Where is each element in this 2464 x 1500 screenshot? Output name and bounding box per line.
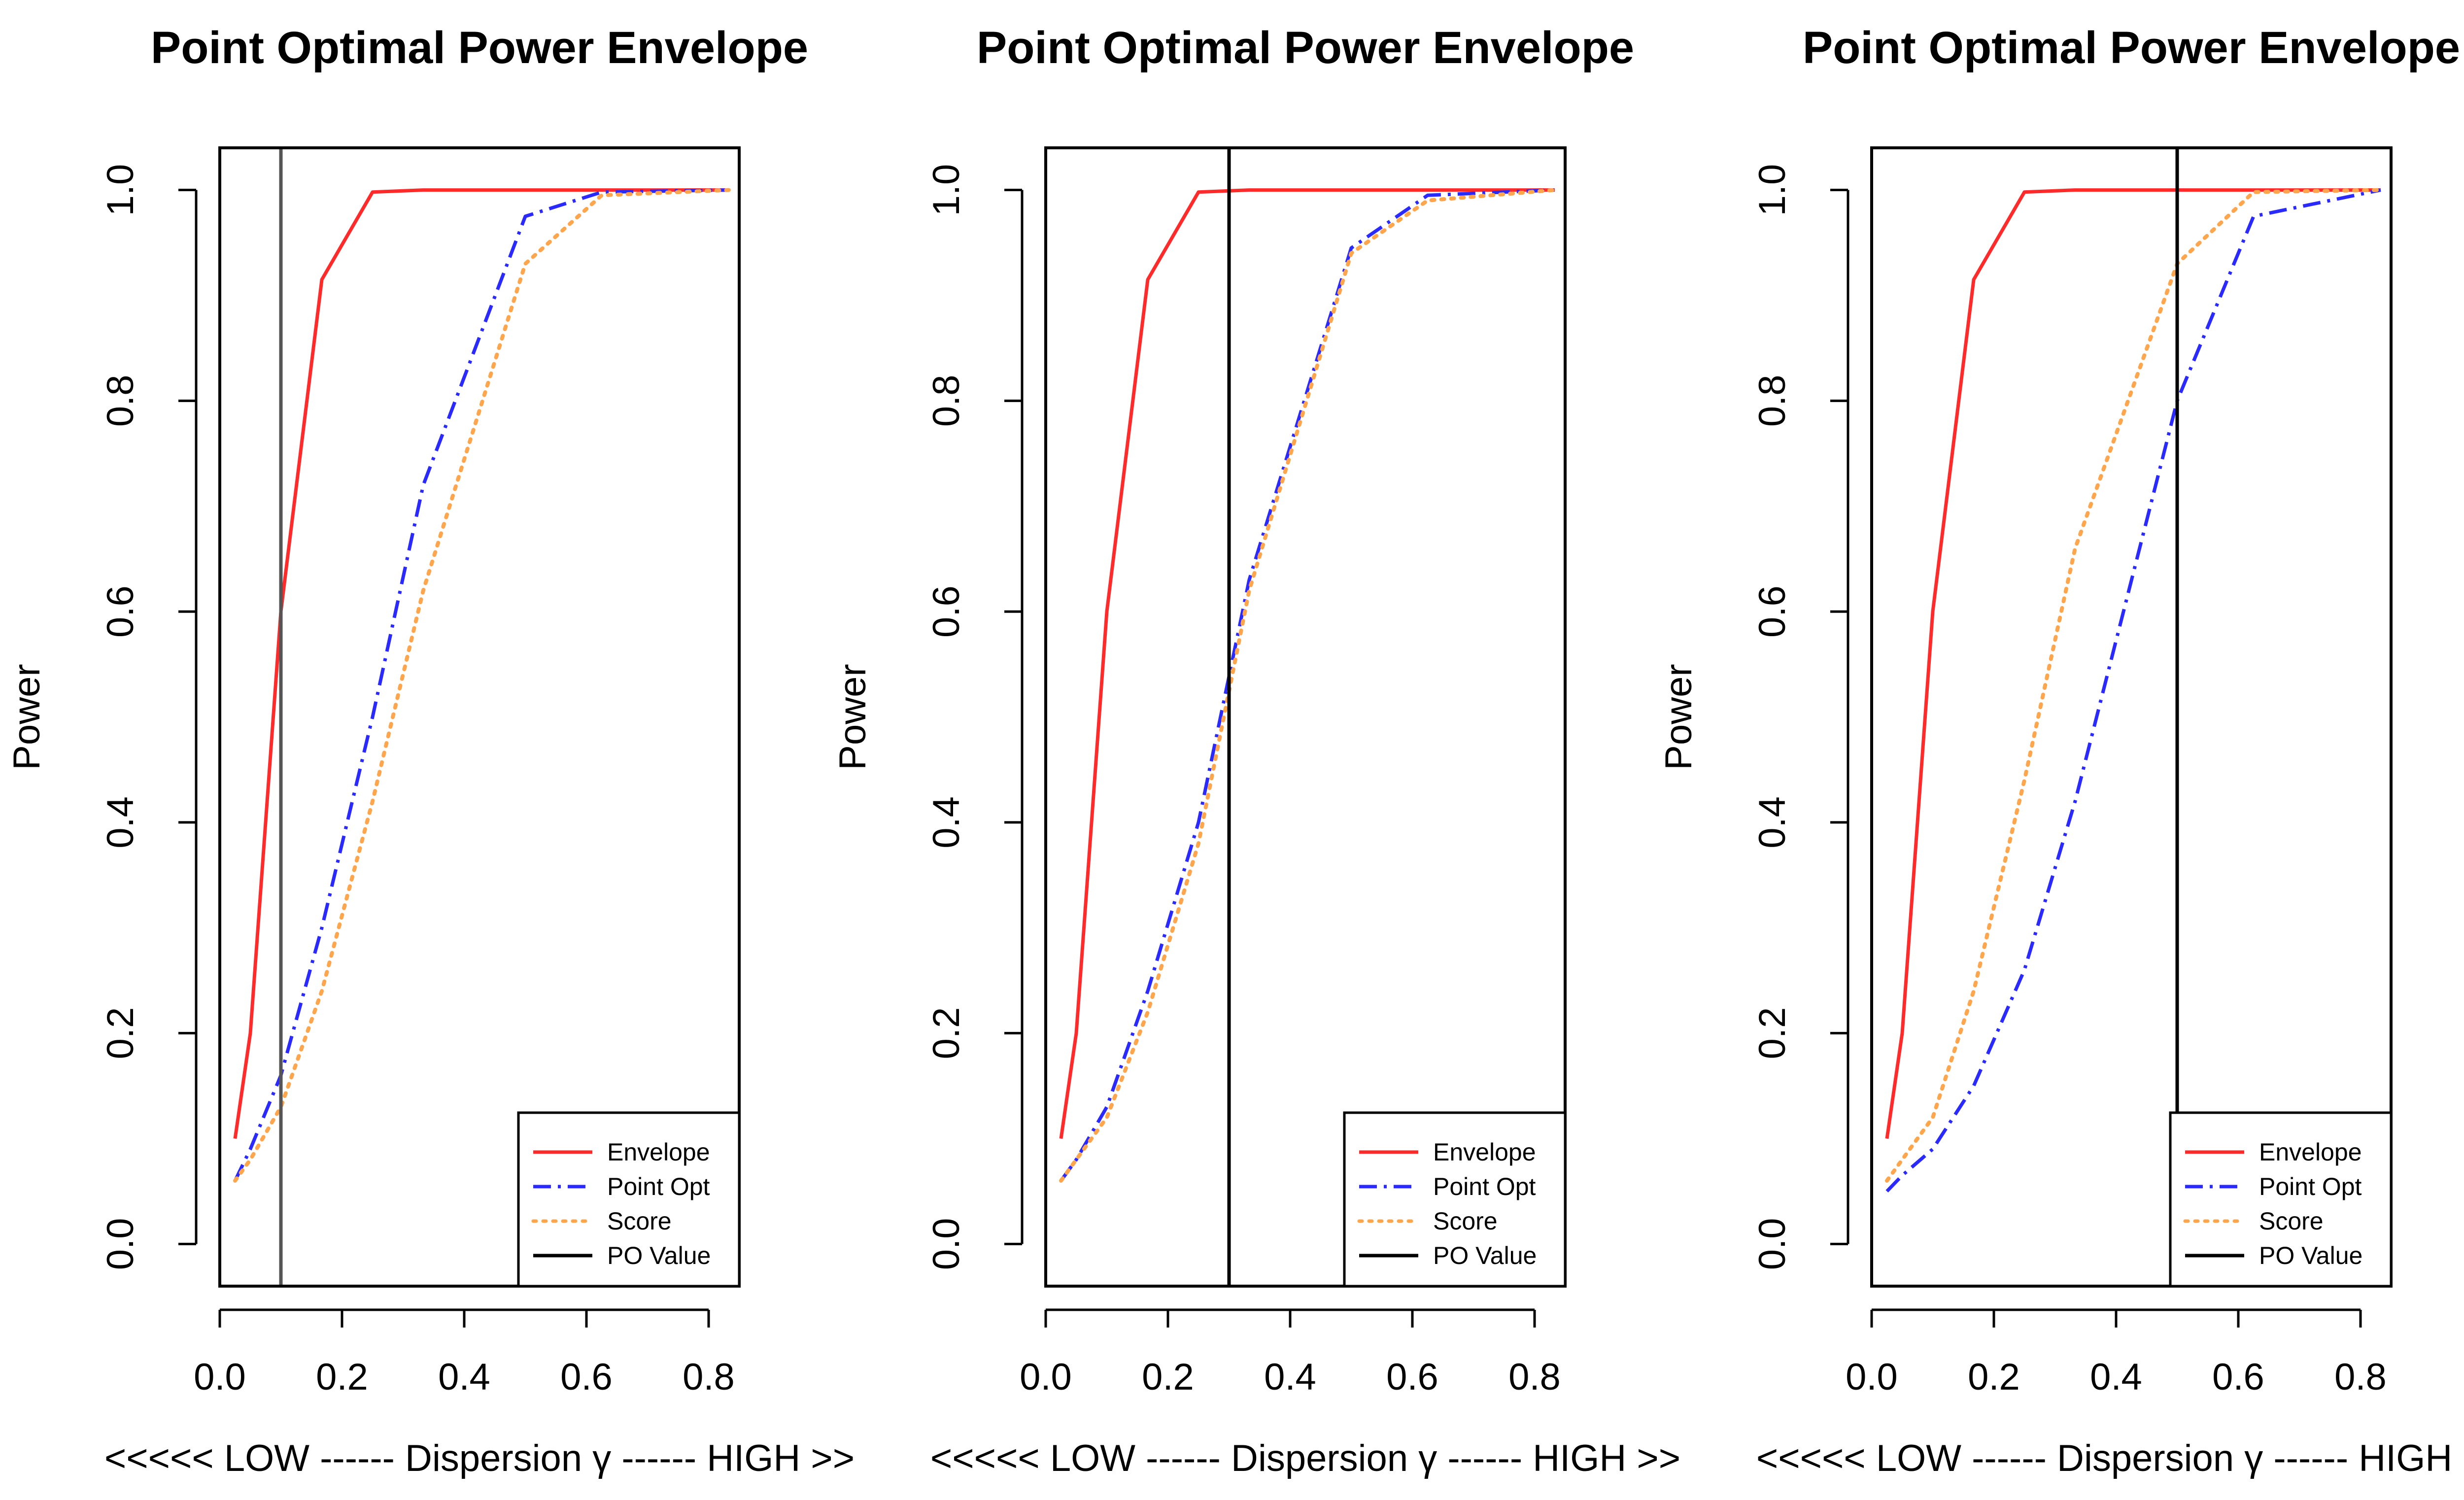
legend-label: PO Value — [607, 1242, 711, 1269]
x-tick-label: 0.8 — [1508, 1356, 1561, 1398]
x-axis-title: <<<<< LOW ------ Dispersion γ ------ HIG… — [1756, 1437, 2464, 1479]
y-tick-label: 0.2 — [1751, 1007, 1793, 1059]
y-tick-label: 0.6 — [1751, 585, 1793, 638]
x-tick-label: 0.6 — [2212, 1356, 2264, 1398]
x-tick-label: 0.0 — [1846, 1356, 1898, 1398]
series-line-envelope — [1885, 188, 2381, 1139]
x-tick-label: 0.4 — [1264, 1356, 1316, 1398]
legend-label: Point Opt — [2259, 1173, 2362, 1200]
y-tick-label: 1.0 — [1751, 164, 1793, 216]
plot-frame — [1870, 146, 2393, 1288]
y-tick-label: 0.2 — [100, 1007, 141, 1059]
y-tick-label: 1.0 — [925, 164, 967, 216]
chart-title: Point Optimal Power Envelope — [1803, 23, 2460, 73]
series-group — [233, 188, 731, 1183]
x-tick-label: 0.4 — [2090, 1356, 2142, 1398]
legend-label: Score — [2259, 1207, 2324, 1235]
y-tick-label: 0.8 — [100, 375, 141, 427]
chart-title: Point Optimal Power Envelope — [977, 23, 1634, 73]
legend: Envelope Point Opt Score PO Value — [1343, 1111, 1567, 1288]
x-tick-label: 0.2 — [316, 1356, 368, 1398]
legend-label: PO Value — [1433, 1242, 1537, 1269]
legend-label: PO Value — [2259, 1242, 2362, 1269]
y-axis-title: Power — [6, 664, 48, 770]
series-line-score — [1059, 188, 1557, 1183]
x-axis-title: <<<<< LOW ------ Dispersion γ ------ HIG… — [930, 1437, 1680, 1479]
chart-panel-1: Point Optimal Power Envelope 0.0 0.2 0.4 0.6… — [6, 23, 855, 1479]
y-tick-label: 0.0 — [925, 1218, 967, 1270]
series-line-envelope — [233, 188, 729, 1139]
legend-label: Envelope — [2259, 1138, 2362, 1166]
series-line-envelope — [1059, 188, 1555, 1139]
series-line-point-opt — [233, 188, 729, 1182]
legend-label: Point Opt — [607, 1173, 710, 1200]
x-tick-label: 0.2 — [1968, 1356, 2020, 1398]
y-tick-label: 0.8 — [925, 375, 967, 427]
x-tick-label: 0.8 — [683, 1356, 735, 1398]
y-tick-label: 0.0 — [1751, 1218, 1793, 1270]
chart-panel-2: Point Optimal Power Envelope 0.0 0.2 0.4 0.6… — [832, 23, 1680, 1479]
y-tick-label: 0.4 — [1751, 796, 1793, 849]
plot-frame — [1044, 146, 1567, 1288]
x-tick-label: 0.4 — [438, 1356, 490, 1398]
chart-panel-3: Point Optimal Power Envelope 0.0 0.2 0.4 0.6… — [1658, 23, 2464, 1479]
plot-frame — [218, 146, 741, 1288]
y-tick-label: 0.4 — [100, 796, 141, 849]
x-tick-label: 0.2 — [1142, 1356, 1194, 1398]
legend: Envelope Point Opt Score PO Value — [517, 1111, 741, 1288]
legend-label: Point Opt — [1433, 1173, 1536, 1200]
legend-label: Score — [1433, 1207, 1498, 1235]
y-axis-title: Power — [832, 664, 874, 770]
x-tick-label: 0.8 — [2334, 1356, 2387, 1398]
x-tick-label: 0.0 — [1020, 1356, 1072, 1398]
series-group — [1885, 188, 2383, 1193]
y-tick-label: 0.8 — [1751, 375, 1793, 427]
series-line-point-opt — [1060, 188, 1555, 1182]
legend-label: Envelope — [1433, 1138, 1536, 1166]
y-tick-label: 1.0 — [100, 164, 141, 216]
chart-title: Point Optimal Power Envelope — [151, 23, 808, 73]
x-tick-label: 0.6 — [1386, 1356, 1438, 1398]
y-tick-label: 0.6 — [100, 585, 141, 638]
x-tick-label: 0.0 — [194, 1356, 246, 1398]
series-group — [1059, 188, 1557, 1183]
x-axis-title: <<<<< LOW ------ Dispersion γ ------ HIG… — [104, 1437, 855, 1479]
y-axis-title: Power — [1658, 664, 1700, 770]
y-tick-label: 0.2 — [925, 1007, 967, 1059]
series-line-point-opt — [1885, 188, 2381, 1193]
y-tick-label: 0.0 — [100, 1218, 141, 1270]
legend-label: Envelope — [607, 1138, 710, 1166]
legend: Envelope Point Opt Score PO Value — [2169, 1111, 2393, 1288]
series-line-score — [1885, 188, 2383, 1183]
series-line-score — [233, 188, 731, 1183]
x-tick-label: 0.6 — [560, 1356, 613, 1398]
y-tick-label: 0.4 — [925, 796, 967, 849]
legend-label: Score — [607, 1207, 672, 1235]
y-tick-label: 0.6 — [925, 585, 967, 638]
